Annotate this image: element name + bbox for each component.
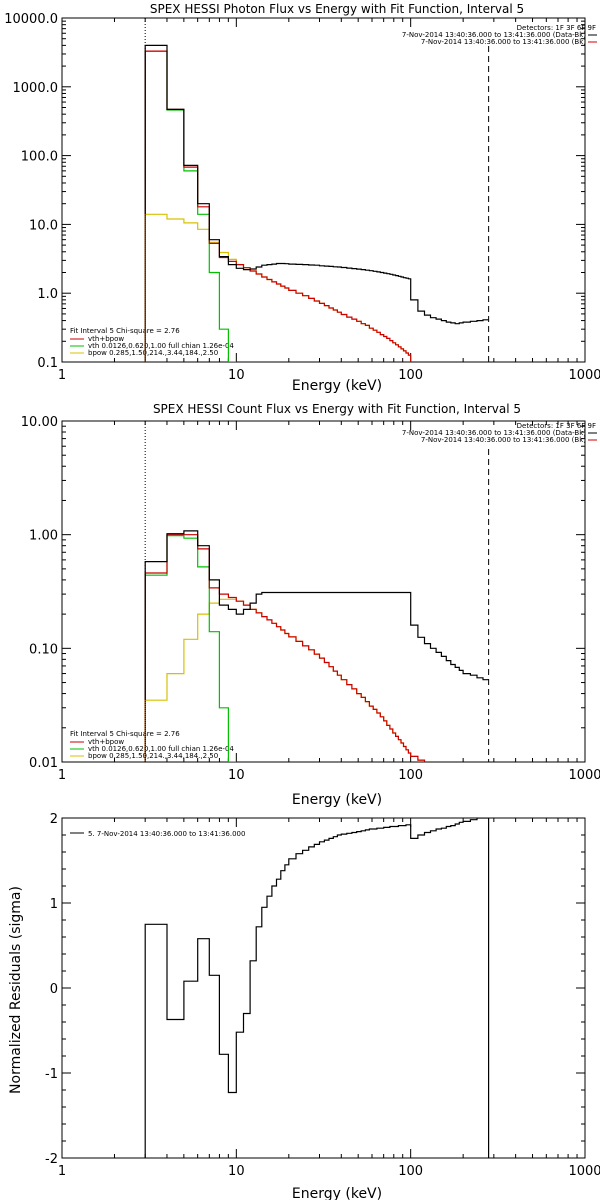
count-x-tick-label: 100 <box>398 768 423 783</box>
count-legend-data-bk: 7-Nov-2014 13:40:36.000 to 13:41:36.000 … <box>402 429 586 437</box>
residuals-y-tick-label: -2 <box>45 1152 58 1167</box>
count-plot-frame <box>61 420 586 763</box>
photon-y-tick-label: 0.1 <box>37 356 58 371</box>
count-series-observed <box>144 530 489 762</box>
photon-series-observed <box>144 44 489 362</box>
photon-legend-total: vth+bpow <box>88 335 124 343</box>
count-detectors-text: Detectors: 1F 3F 6F 9F <box>517 422 596 430</box>
photon-detectors-text: Detectors: 1F 3F 6F 9F <box>517 24 596 32</box>
residuals-y-tick-label: -1 <box>45 1067 58 1082</box>
residuals-plot-frame <box>61 817 586 1159</box>
photon-panel-title: SPEX HESSI Photon Flux vs Energy with Fi… <box>150 2 524 16</box>
count-y-tick-label: 10.00 <box>21 415 58 430</box>
residuals-x-tick-label: 1 <box>58 1164 66 1179</box>
photon-fit-header: Fit Interval 5 Chi-square = 2.76 <box>70 327 180 335</box>
residuals-legend-text: 5. 7-Nov-2014 13:40:36.000 to 13:41:36.0… <box>88 830 245 838</box>
photon-legend-vth: vth 0.0126,0.620,1.00 full chian 1.26e-0… <box>88 342 234 350</box>
photon-series-total_fit <box>144 50 418 362</box>
residuals-y-tick-label: 2 <box>50 812 58 827</box>
count-x-tick-label: 10 <box>228 768 245 783</box>
count-series-vth <box>144 535 237 762</box>
count-series-bpow <box>144 598 431 762</box>
photon-legend-bk: 7-Nov-2014 13:40:36.000 to 13:41:36.000 … <box>421 38 586 46</box>
photon-legend-bpow: bpow 0.285,1.50,214.,3.44,184.,2.50 <box>88 349 218 357</box>
photon-x-tick-label: 1000 <box>568 368 600 383</box>
photon-y-tick-label: 1000.0 <box>13 81 59 96</box>
count-panel-title: SPEX HESSI Count Flux vs Energy with Fit… <box>153 402 521 416</box>
photon-series-bpow <box>144 213 418 362</box>
count-legend-bk: 7-Nov-2014 13:40:36.000 to 13:41:36.000 … <box>421 436 586 444</box>
count-legend-total: vth+bpow <box>88 738 124 746</box>
count-x-tick-label: 1 <box>58 768 66 783</box>
count-y-tick-label: 0.10 <box>29 642 58 657</box>
photon-series-vth <box>144 50 237 362</box>
photon-plot-frame <box>61 17 586 363</box>
photon-x-tick-label: 10 <box>228 368 245 383</box>
photon-x-tick-label: 100 <box>398 368 423 383</box>
residuals-x-tick-label: 1000 <box>568 1164 600 1179</box>
residuals-y-tick-label: 0 <box>50 982 58 997</box>
count-legend-vth: vth 0.0126,0.620,1.00 full chian 1.26e-0… <box>88 745 234 753</box>
photon-y-tick-label: 1.0 <box>37 287 58 302</box>
count-legend-bpow: bpow 0.285,1.50,214.,3.44,184.,2.50 <box>88 752 218 760</box>
residuals-x-tick-label: 100 <box>398 1164 423 1179</box>
photon-y-tick-label: 10.0 <box>29 218 58 233</box>
residuals-y-axis-label: Normalized Residuals (sigma) <box>8 886 24 1094</box>
count-y-tick-label: 1.00 <box>29 529 58 544</box>
residuals-series-observed <box>144 818 490 1158</box>
count-x-tick-label: 1000 <box>568 768 600 783</box>
residuals-x-axis-label: Energy (keV) <box>292 1186 382 1200</box>
count-x-axis-label: Energy (keV) <box>292 792 382 808</box>
count-flux-panel: SPEX HESSI Count Flux vs Energy with Fit… <box>21 402 600 808</box>
residuals-y-tick-label: 1 <box>50 897 58 912</box>
photon-x-tick-label: 1 <box>58 368 66 383</box>
photon-flux-panel: SPEX HESSI Photon Flux vs Energy with Fi… <box>4 2 600 394</box>
photon-legend-data-bk: 7-Nov-2014 13:40:36.000 to 13:41:36.000 … <box>402 31 586 39</box>
photon-x-axis-label: Energy (keV) <box>292 378 382 394</box>
count-fit-header: Fit Interval 5 Chi-square = 2.76 <box>70 730 180 738</box>
residuals-panel: Energy (keV) Normalized Residuals (sigma… <box>8 812 600 1200</box>
count-y-tick-label: 0.01 <box>29 756 58 771</box>
photon-y-tick-label: 10000.0 <box>4 12 58 27</box>
residuals-x-tick-label: 10 <box>228 1164 245 1179</box>
count-series-total_fit <box>144 534 431 762</box>
photon-y-tick-label: 100.0 <box>21 150 58 165</box>
